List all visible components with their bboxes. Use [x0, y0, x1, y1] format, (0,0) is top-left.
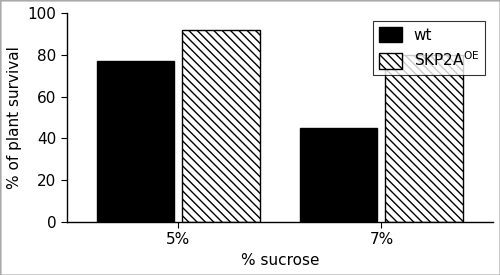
Bar	[97, 61, 174, 222]
Legend: wt, SKP2A$^{\mathrm{OE}}$: wt, SKP2A$^{\mathrm{OE}}$	[372, 21, 486, 75]
Bar	[182, 30, 260, 222]
Bar	[300, 128, 378, 222]
Y-axis label: % of plant survival: % of plant survival	[7, 46, 22, 189]
Bar	[386, 55, 462, 222]
X-axis label: % sucrose: % sucrose	[240, 253, 319, 268]
